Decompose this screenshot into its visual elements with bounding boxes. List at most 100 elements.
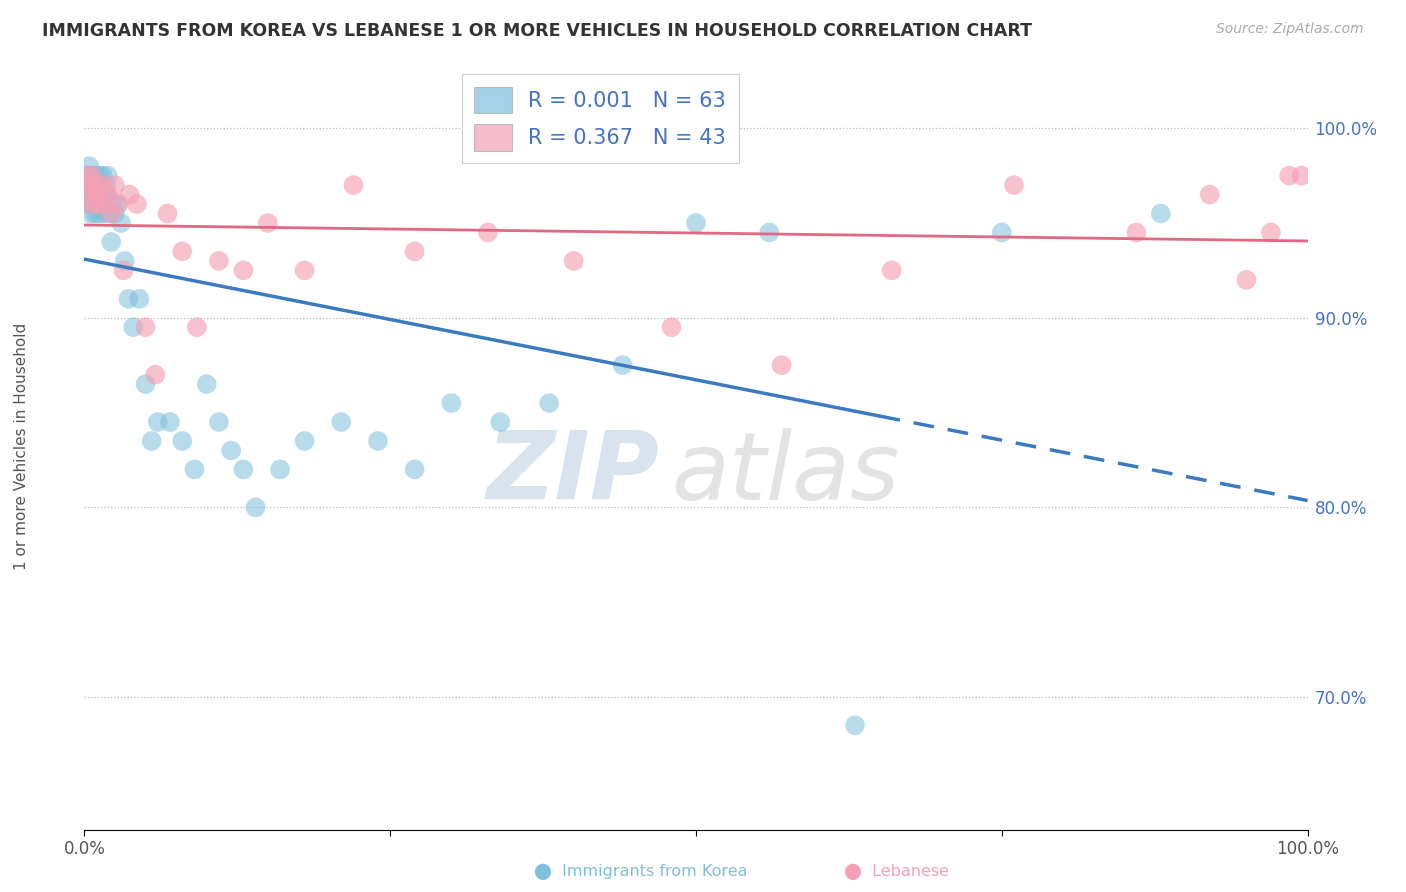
Point [612, 358, 634, 372]
Point [844, 718, 866, 732]
Point [257, 216, 280, 230]
Point [110, 216, 132, 230]
Point [186, 320, 208, 334]
Point [156, 206, 179, 220]
Point [83, 178, 105, 192]
Point [79, 206, 101, 220]
Point [330, 415, 353, 429]
Point [94, 197, 117, 211]
Point [87, 197, 110, 211]
Point [90, 187, 112, 202]
Point [114, 253, 136, 268]
Point [94, 187, 117, 202]
Point [77, 178, 100, 192]
Point [232, 462, 254, 476]
Point [195, 377, 218, 392]
Point [770, 358, 793, 372]
Point [208, 415, 231, 429]
Point [1198, 187, 1220, 202]
Text: ⬤  Lebanese: ⬤ Lebanese [844, 864, 949, 880]
Point [117, 292, 139, 306]
Point [172, 244, 194, 259]
Point [77, 159, 100, 173]
Point [80, 169, 103, 183]
Point [77, 187, 100, 202]
Text: 1 or more Vehicles in Household: 1 or more Vehicles in Household [14, 322, 28, 570]
Text: Source: ZipAtlas.com: Source: ZipAtlas.com [1216, 22, 1364, 37]
Point [232, 263, 254, 277]
Point [146, 415, 169, 429]
Point [125, 197, 148, 211]
Point [79, 169, 101, 183]
Point [82, 197, 104, 211]
Point [97, 169, 120, 183]
Point [1278, 169, 1301, 183]
Point [104, 206, 127, 220]
Point [86, 178, 108, 192]
Point [84, 197, 107, 211]
Point [96, 178, 118, 192]
Point [1291, 169, 1313, 183]
Point [128, 292, 150, 306]
Point [477, 226, 499, 240]
Point [404, 244, 426, 259]
Point [1260, 226, 1282, 240]
Point [87, 169, 110, 183]
Point [91, 178, 114, 192]
Point [118, 187, 141, 202]
Point [122, 320, 145, 334]
Point [91, 169, 114, 183]
Point [538, 396, 561, 410]
Point [82, 169, 104, 183]
Point [183, 462, 205, 476]
Point [661, 320, 683, 334]
Point [1125, 226, 1147, 240]
Point [82, 187, 104, 202]
Point [86, 197, 108, 211]
Point [367, 434, 389, 448]
Point [135, 377, 157, 392]
Point [77, 197, 100, 211]
Point [87, 206, 110, 220]
Point [135, 320, 157, 334]
Point [83, 197, 105, 211]
Point [89, 187, 111, 202]
Point [685, 216, 707, 230]
Text: IMMIGRANTS FROM KOREA VS LEBANESE 1 OR MORE VEHICLES IN HOUSEHOLD CORRELATION CH: IMMIGRANTS FROM KOREA VS LEBANESE 1 OR M… [42, 22, 1032, 40]
Point [84, 206, 107, 220]
Point [87, 178, 110, 192]
Point [880, 263, 903, 277]
Point [105, 197, 128, 211]
Point [172, 434, 194, 448]
Point [104, 178, 127, 192]
Point [97, 206, 120, 220]
Point [76, 169, 98, 183]
Point [89, 178, 111, 192]
Point [440, 396, 463, 410]
Point [107, 197, 129, 211]
Point [1002, 178, 1025, 192]
Point [83, 178, 105, 192]
Point [91, 197, 114, 211]
Point [294, 434, 316, 448]
Point [562, 253, 585, 268]
Point [245, 500, 267, 515]
Point [342, 178, 364, 192]
Point [141, 434, 163, 448]
Point [1150, 206, 1173, 220]
Point [112, 263, 135, 277]
Text: atlas: atlas [672, 427, 900, 519]
Text: ZIP: ZIP [486, 427, 659, 519]
Point [77, 169, 100, 183]
Legend: R = 0.001   N = 63, R = 0.367   N = 43: R = 0.001 N = 63, R = 0.367 N = 43 [461, 74, 738, 163]
Point [489, 415, 512, 429]
Point [208, 253, 231, 268]
Point [294, 263, 316, 277]
Point [79, 197, 101, 211]
Point [143, 368, 166, 382]
Point [84, 169, 107, 183]
Point [1236, 273, 1258, 287]
Point [87, 187, 110, 202]
Point [86, 187, 108, 202]
Point [269, 462, 291, 476]
